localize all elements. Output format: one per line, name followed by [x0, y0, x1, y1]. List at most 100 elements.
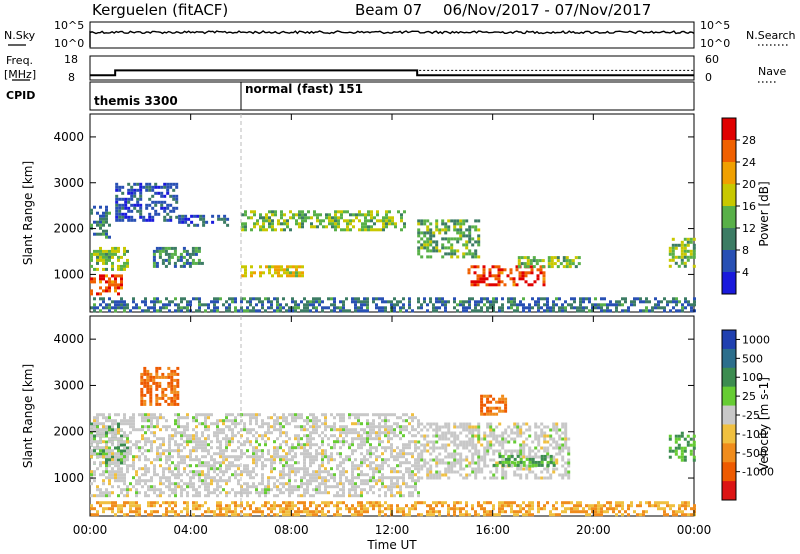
- heatmap-cell: [306, 482, 309, 486]
- heatmap-cell: [486, 309, 489, 313]
- heatmap-cell: [396, 510, 399, 514]
- heatmap-cell: [408, 461, 411, 465]
- heatmap-cell: [324, 434, 327, 438]
- heatmap-cell: [90, 306, 93, 310]
- heatmap-cell: [147, 501, 150, 505]
- heatmap-cell: [492, 458, 496, 462]
- heatmap-cell: [396, 422, 399, 426]
- heatmap-cell: [360, 513, 363, 517]
- heatmap-cell: [219, 501, 222, 505]
- heatmap-cell: [501, 501, 504, 505]
- heatmap-cell: [633, 510, 636, 514]
- heatmap-cell: [349, 222, 352, 226]
- heatmap-cell: [105, 419, 108, 423]
- heatmap-cell: [477, 513, 480, 517]
- heatmap-cell: [588, 507, 591, 511]
- heatmap-cell: [279, 473, 282, 477]
- heatmap-cell: [264, 443, 267, 447]
- heatmap-cell: [146, 378, 150, 382]
- heatmap-cell: [668, 449, 672, 453]
- heatmap-cell: [264, 431, 267, 435]
- heatmap-cell: [603, 303, 606, 307]
- heatmap-cell: [480, 507, 483, 511]
- heatmap-cell: [132, 297, 135, 301]
- heatmap-cell: [399, 306, 402, 310]
- heatmap-cell: [282, 507, 285, 511]
- heatmap-cell: [297, 437, 300, 441]
- heatmap-cell: [369, 467, 372, 471]
- heatmap-cell: [342, 440, 345, 444]
- heatmap-cell: [139, 206, 143, 210]
- heatmap-cell: [244, 225, 247, 229]
- heatmap-cell: [207, 510, 210, 514]
- heatmap-cell: [483, 507, 486, 511]
- heatmap-cell: [468, 464, 472, 468]
- heatmap-cell: [489, 422, 493, 426]
- heatmap-cell: [375, 501, 378, 505]
- heatmap-cell: [420, 458, 424, 462]
- heatmap-cell: [692, 246, 696, 250]
- heatmap-cell: [210, 309, 213, 313]
- heatmap-cell: [468, 249, 472, 253]
- heatmap-cell: [336, 413, 339, 417]
- heatmap-cell: [180, 485, 183, 489]
- heatmap-cell: [479, 280, 483, 284]
- heatmap-cell: [668, 446, 672, 450]
- heatmap-cell: [396, 464, 399, 468]
- heatmap-cell: [96, 255, 99, 259]
- heatmap-cell: [576, 309, 579, 313]
- heatmap-cell: [417, 467, 420, 471]
- heatmap-cell: [255, 455, 258, 459]
- heatmap-cell: [309, 476, 312, 480]
- heatmap-cell: [177, 470, 180, 474]
- heatmap-cell: [564, 306, 567, 310]
- heatmap-cell: [303, 458, 306, 462]
- heatmap-cell: [513, 297, 516, 301]
- heatmap-cell: [114, 422, 117, 426]
- heatmap-cell: [117, 274, 120, 278]
- heatmap-cell: [654, 306, 657, 310]
- heatmap-cell: [516, 473, 520, 477]
- heatmap-cell: [252, 297, 255, 301]
- heatmap-cell: [96, 510, 99, 514]
- heatmap-cell: [390, 428, 393, 432]
- heatmap-cell: [150, 413, 153, 417]
- heatmap-cell: [158, 384, 162, 388]
- heatmap-cell: [204, 416, 207, 420]
- heatmap-cell: [123, 422, 126, 426]
- heatmap-cell: [396, 507, 399, 511]
- heatmap-cell: [231, 455, 234, 459]
- heatmap-cell: [237, 455, 240, 459]
- heatmap-cell: [243, 452, 246, 456]
- heatmap-cell: [402, 434, 405, 438]
- heatmap-cell: [261, 425, 264, 429]
- heatmap-cell: [268, 225, 271, 229]
- heatmap-cell: [169, 182, 173, 186]
- heatmap-cell: [315, 300, 318, 304]
- heatmap-cell: [234, 491, 237, 495]
- heatmap-cell: [222, 488, 225, 492]
- heatmap-cell: [677, 455, 681, 459]
- heatmap-cell: [165, 419, 168, 423]
- heatmap-cell: [286, 274, 289, 278]
- colorbar-tick-label: -100: [742, 428, 767, 441]
- heatmap-cell: [127, 215, 131, 219]
- heatmap-cell: [546, 306, 549, 310]
- heatmap-cell: [376, 219, 379, 223]
- heatmap-cell: [510, 428, 514, 432]
- heatmap-cell: [133, 194, 137, 198]
- heatmap-cell: [171, 455, 174, 459]
- heatmap-cell: [543, 309, 546, 313]
- heatmap-cell: [321, 309, 324, 313]
- heatmap-cell: [471, 467, 475, 471]
- heatmap-cell: [483, 446, 487, 450]
- heatmap-cell: [315, 470, 318, 474]
- heatmap-cell: [435, 504, 438, 508]
- heatmap-cell: [111, 267, 114, 271]
- heatmap-cell: [285, 422, 288, 426]
- heatmap-cell: [173, 252, 177, 256]
- heatmap-cell: [177, 443, 180, 447]
- heatmap-cell: [462, 300, 465, 304]
- heatmap-cell: [354, 437, 357, 441]
- heatmap-cell: [528, 457, 532, 461]
